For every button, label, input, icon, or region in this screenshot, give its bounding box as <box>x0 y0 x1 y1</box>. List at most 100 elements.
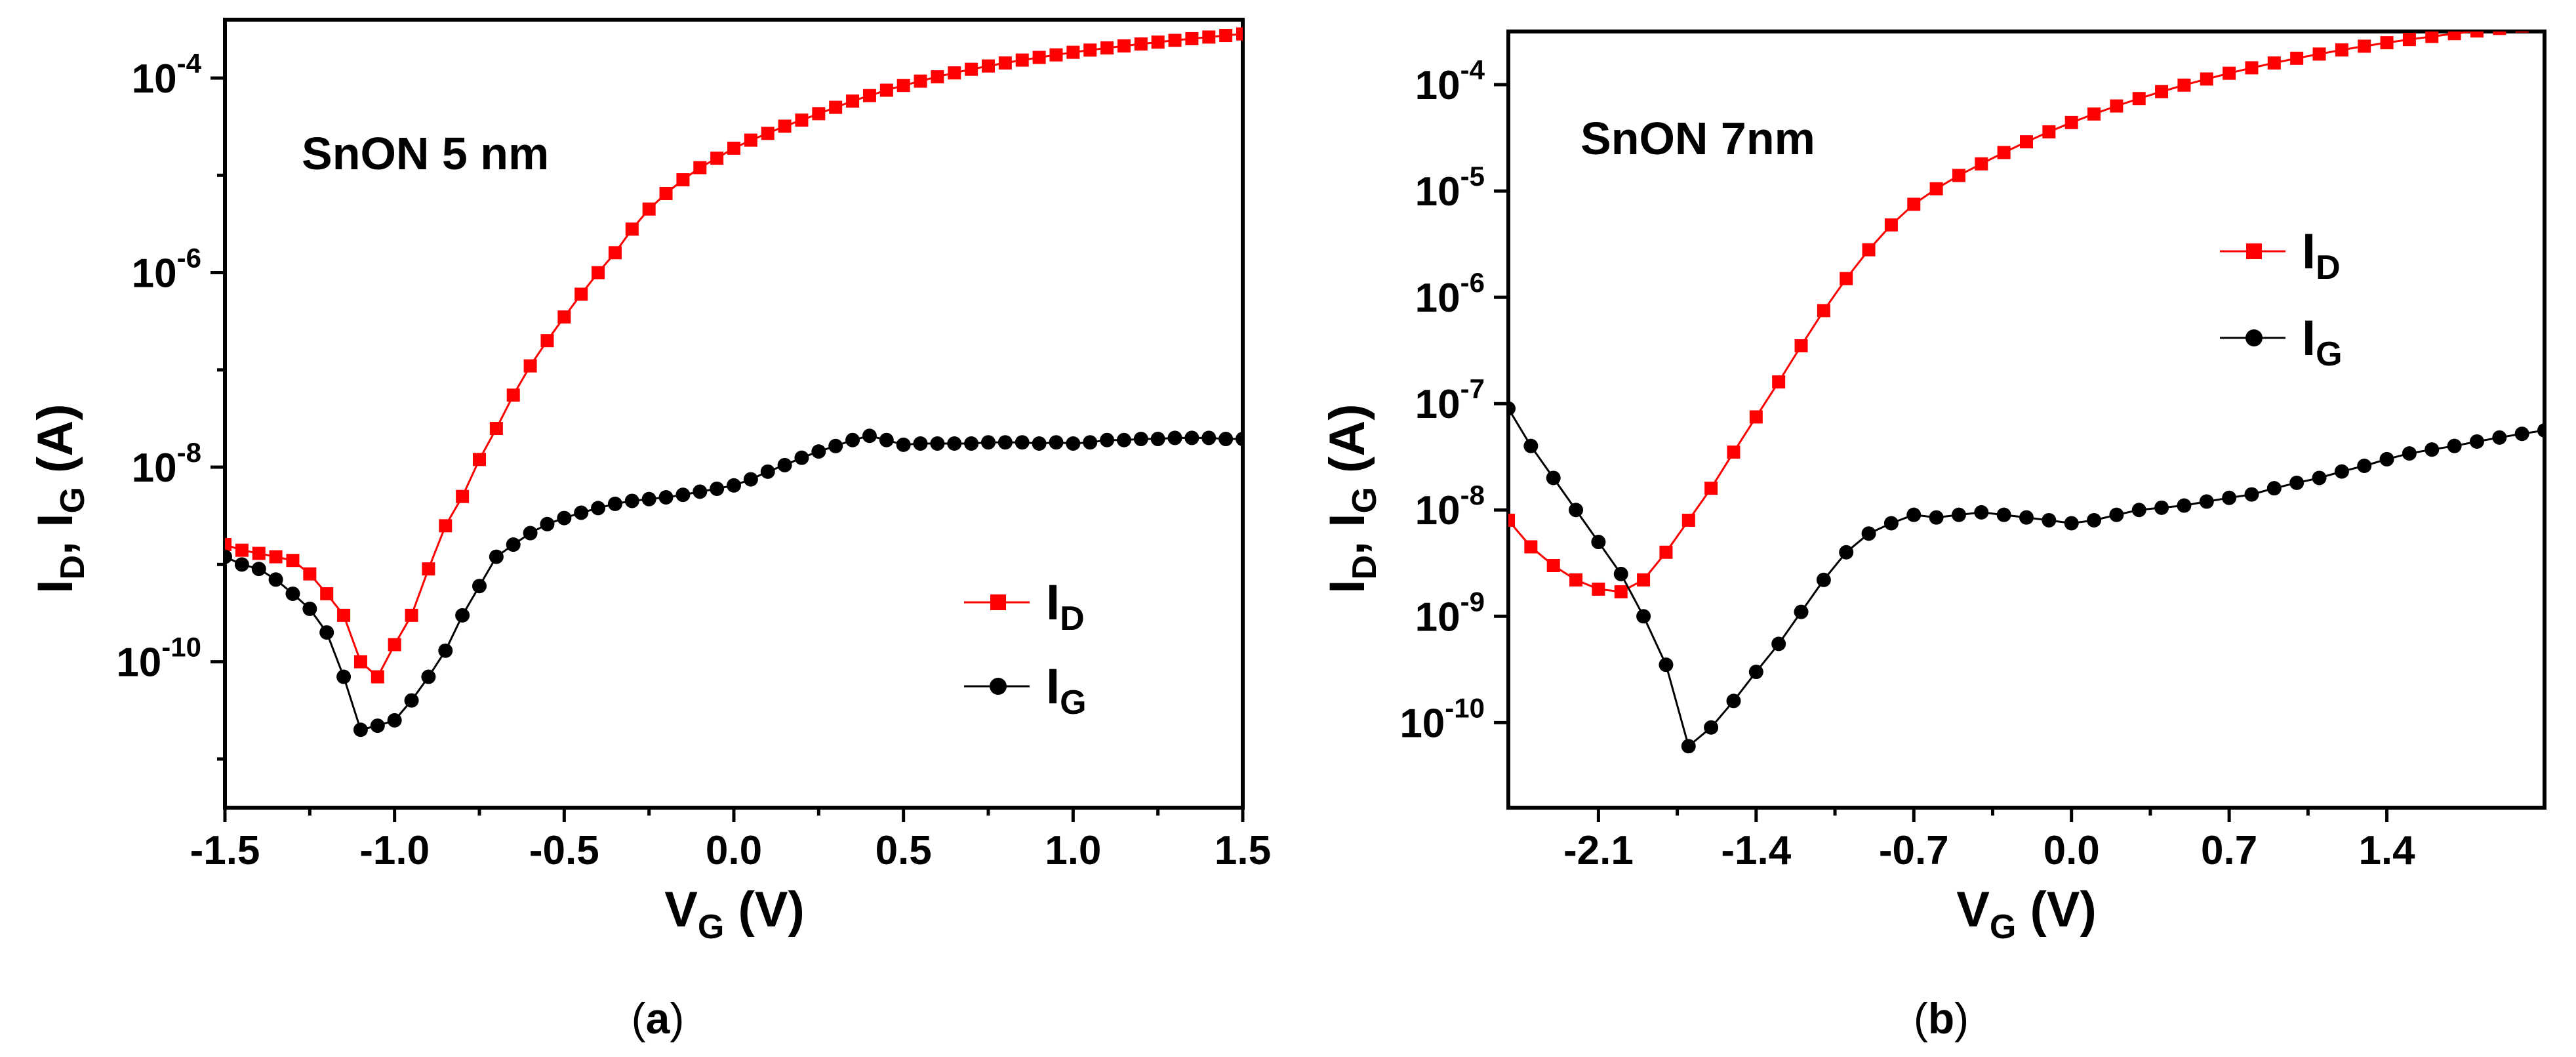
data-point-i-d <box>2515 31 2529 33</box>
data-point-i-d <box>557 310 571 324</box>
data-point-i-d <box>1975 157 1988 171</box>
data-point-i-d <box>1236 27 1243 41</box>
data-point-i-d <box>225 538 231 552</box>
data-point-i-g <box>1951 507 1966 522</box>
data-point-i-g <box>964 436 979 451</box>
data-point-i-d <box>2155 85 2169 98</box>
data-point-i-g <box>675 487 691 503</box>
data-point-i-d <box>1952 169 1965 182</box>
legend-marker <box>2246 243 2262 259</box>
x-tick-label: 0.7 <box>2201 828 2257 873</box>
data-point-i-g <box>225 549 232 564</box>
data-point-i-g <box>879 432 894 447</box>
data-point-i-g <box>2334 464 2349 479</box>
series-group <box>1508 18 2551 754</box>
data-point-i-g <box>2109 507 2124 522</box>
data-point-i-g <box>523 526 538 541</box>
x-tick-label: 1.0 <box>1045 828 1101 873</box>
data-point-i-g <box>2379 451 2394 466</box>
data-point-i-d <box>862 89 876 102</box>
data-point-i-d <box>1015 53 1029 67</box>
data-point-i-g <box>540 516 555 531</box>
data-point-i-d <box>269 550 283 564</box>
panel-b: ID, IG (A) VG (V) SnON 7nm (b) -2.1 -1.4 -… <box>1319 18 2551 1043</box>
data-point-i-d <box>1772 375 1786 389</box>
x-tick-label: 0.5 <box>875 828 932 873</box>
data-point-i-d <box>540 334 554 348</box>
data-point-i-d <box>2538 18 2551 31</box>
legend-label: ID <box>2302 224 2341 287</box>
data-point-i-g <box>947 436 962 451</box>
data-point-i-g <box>302 601 317 616</box>
data-point-i-g <box>1236 432 1243 447</box>
data-point-i-g <box>268 572 283 587</box>
data-point-i-d <box>1066 45 1080 59</box>
data-point-i-d <box>388 638 401 652</box>
data-point-i-g <box>1613 566 1628 581</box>
data-point-i-d <box>914 74 927 88</box>
data-point-i-d <box>2087 107 2101 121</box>
data-point-i-g <box>506 537 521 552</box>
plot-frame <box>1506 30 2546 810</box>
data-point-i-g <box>693 484 708 499</box>
data-point-i-d <box>523 359 537 373</box>
data-point-i-d <box>2290 51 2304 65</box>
data-point-i-d <box>879 83 893 97</box>
data-point-i-d <box>1592 582 1605 596</box>
data-point-i-d <box>778 119 792 133</box>
data-point-i-g <box>1748 665 1763 680</box>
data-point-i-d <box>1219 29 1233 43</box>
data-point-i-d <box>337 608 351 622</box>
data-point-i-d <box>489 422 503 436</box>
data-point-i-d <box>1704 482 1718 495</box>
svg-text:ID, IG (A): ID, IG (A) <box>28 404 92 593</box>
data-point-i-g <box>387 713 402 728</box>
data-point-i-d <box>676 173 690 187</box>
legend-marker <box>990 594 1006 610</box>
x-tick-label: -1.4 <box>1721 828 1791 873</box>
data-point-i-d <box>2447 31 2461 41</box>
y-axis-label: ID, IG (A) <box>1319 404 1384 593</box>
data-point-i-d <box>727 141 740 155</box>
data-point-i-g <box>1116 432 1131 447</box>
data-point-i-d <box>439 519 453 533</box>
data-point-i-d <box>574 287 588 301</box>
data-point-i-g <box>2402 446 2417 461</box>
data-point-i-d <box>1524 540 1538 554</box>
data-point-i-g <box>1184 430 1199 446</box>
data-point-i-d <box>1637 573 1651 587</box>
data-point-i-g <box>1100 432 1115 447</box>
series-line-i-d <box>1508 31 2482 593</box>
x-tick-label: -1.5 <box>190 828 260 873</box>
data-point-i-g <box>607 496 622 511</box>
x-axis-label: VG (V) <box>1956 882 2097 946</box>
data-point-i-d <box>1659 545 1673 559</box>
data-point-i-d <box>1168 33 1182 47</box>
data-point-i-g <box>1049 435 1064 450</box>
data-point-i-g <box>1974 505 1989 520</box>
data-point-i-g <box>2019 510 2034 525</box>
y-tick-label: 10-9 <box>1415 586 1485 640</box>
y-tick-label: 10-8 <box>132 437 201 491</box>
data-point-i-d <box>456 489 470 503</box>
data-point-i-g <box>1167 430 1182 446</box>
data-point-i-g <box>2469 434 2484 449</box>
data-point-i-d <box>1840 272 1853 285</box>
y-tick-label: 10-5 <box>1415 161 1485 215</box>
data-point-i-d <box>235 543 249 557</box>
data-point-i-g <box>2289 475 2304 490</box>
series-group <box>225 27 1243 737</box>
data-point-i-g <box>1794 604 1809 619</box>
y-tick-label: 10-8 <box>1415 480 1485 533</box>
data-point-i-g <box>1508 401 1516 416</box>
data-point-i-g <box>930 436 945 451</box>
data-point-i-d <box>982 59 995 73</box>
x-tick-label: 0.0 <box>706 828 762 873</box>
data-point-i-d <box>1929 182 1943 196</box>
data-point-i-g <box>2177 498 2192 513</box>
data-point-i-g <box>2042 512 2057 528</box>
data-point-i-g <box>710 481 725 496</box>
data-point-i-g <box>1726 694 1741 709</box>
data-point-i-g <box>2492 430 2507 445</box>
